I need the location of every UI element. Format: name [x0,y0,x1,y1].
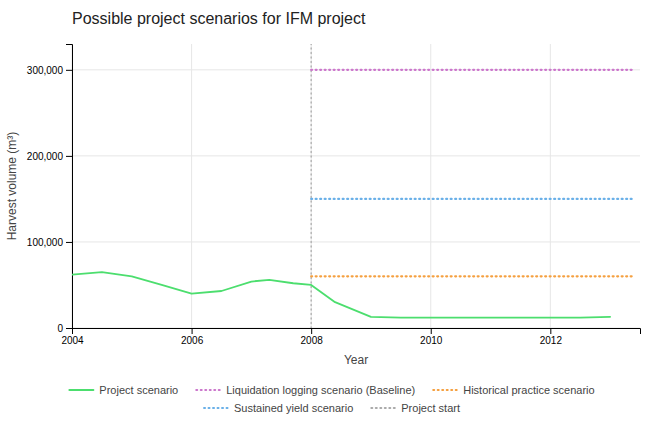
legend-swatch [69,389,93,391]
y-tick: 200,000 [27,151,72,162]
legend-swatch [204,407,228,409]
y-tick-mark [66,328,72,329]
grid-line-y [72,69,640,70]
x-tick-mark [311,328,312,334]
y-tick-label: 300,000 [27,65,64,76]
y-tick-label: 100,000 [27,237,64,248]
grid [72,44,640,328]
legend-swatch [433,389,457,391]
series-line [311,275,634,277]
legend-item: Sustained yield scenario [204,402,353,414]
x-axis-title: Year [344,353,368,367]
legend-item: Project start [371,402,460,414]
series-line [311,69,634,71]
legend-item: Liquidation logging scenario (Baseline) [196,384,415,396]
legend-label: Sustained yield scenario [234,402,353,414]
grid-line-y [72,241,640,242]
x-tick-label: 2004 [61,335,84,346]
legend-label: Liquidation logging scenario (Baseline) [226,384,415,396]
grid-line-x [550,44,551,328]
y-tick-mark [66,242,72,243]
title: Possible project scenarios for IFM proje… [72,10,366,27]
legend-item: Historical practice scenario [433,384,594,396]
legend: Project scenario Liquidation logging scen… [69,384,594,414]
x-tick-label: 2008 [301,335,324,346]
x-tick-label: 2010 [420,335,443,346]
legend-label: Project scenario [99,384,178,396]
y-axis: 0 100,000 200,000 300,000 [27,45,73,334]
x-tick: 2010 [420,328,443,346]
x-tick-label: 2012 [540,335,563,346]
x-tick-label: 2006 [181,335,204,346]
x-tick: 2004 [61,328,84,346]
y-tick: 0 [57,323,72,334]
y-tick: 300,000 [27,65,72,76]
legend-swatch [371,407,395,409]
grid-line-y [72,155,640,156]
x-tick-mark [431,328,432,334]
x-tick: 2008 [301,328,324,346]
y-axis-line [66,45,73,329]
x-axis: 2004 2006 2008 2010 2012 [61,328,640,346]
x-tick-mark [550,328,551,334]
x-axis-line [73,329,641,335]
y-axis-title: Harvest volume (m³) [5,132,19,241]
legend-label: Historical practice scenario [463,384,594,396]
chart: 2004 2006 2008 2010 2012 0 100,000 200,000 300,0… [0,0,664,440]
x-tick: 2012 [540,328,563,346]
series-line [72,272,610,318]
series-line [311,198,634,200]
x-tick: 2006 [181,328,204,346]
y-tick: 100,000 [27,237,72,248]
y-tick-label: 0 [57,323,63,334]
plot-area [72,44,634,328]
grid-line-x [430,44,431,328]
legend-label: Project start [401,402,460,414]
legend-item: Project scenario [69,384,178,396]
y-tick-label: 200,000 [27,151,64,162]
x-tick-mark [192,328,193,334]
grid-line-x [191,44,192,328]
y-tick-mark [66,156,72,157]
legend-swatch [196,389,220,391]
y-tick-mark [66,70,72,71]
